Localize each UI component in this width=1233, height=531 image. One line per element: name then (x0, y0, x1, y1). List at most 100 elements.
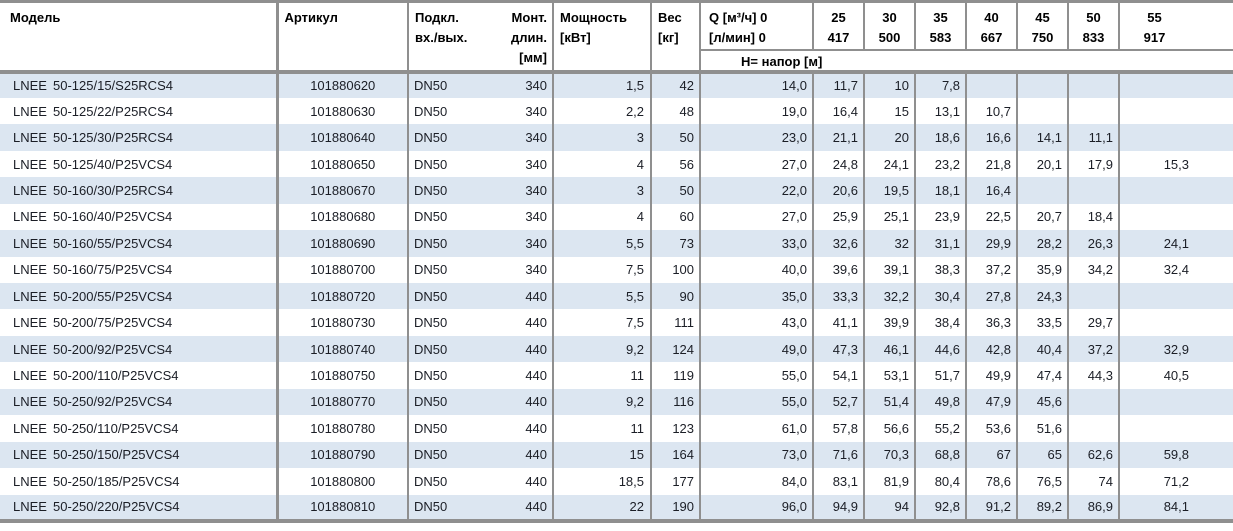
head-value-cell: 32,4 (1163, 262, 1190, 278)
table-row: LNEE 50-200/55/P25VCS4 101880720 DN50 440 5,5… (0, 283, 1233, 310)
connection-cell: DN50 (414, 262, 448, 278)
weight-cell: 42 (651, 71, 702, 98)
brand-label: LNEE (13, 473, 47, 489)
head-value-cell: 26,3 (1068, 230, 1121, 257)
head-value-cell: 23,2 (915, 150, 968, 178)
mount-length-cell: 440 (492, 335, 555, 363)
head-value-cell: 10 (864, 71, 917, 98)
brand-label: LNEE (13, 209, 47, 225)
head-value-cell (1119, 71, 1233, 98)
mount-length-cell: 340 (492, 124, 555, 151)
head-value-cell: 15 (864, 97, 917, 125)
head-value-cell: 47,3 (813, 335, 866, 363)
table-row: LNEE 50-125/15/S25RCS4 101880620 DN50 340 1,5… (0, 71, 1233, 98)
flow-column-header: 25 417 (813, 1, 866, 51)
article-cell: 101880630 (277, 97, 409, 125)
head-value-cell: 44,6 (915, 335, 968, 363)
power-cell: 22 (553, 494, 653, 521)
power-cell: 15 (553, 441, 653, 469)
model-number: 50-125/15/S25RCS4 (53, 78, 173, 94)
head-value-cell: 52,7 (813, 388, 866, 416)
head-value-cell: 45,6 (1017, 388, 1070, 416)
head-value-cell: 80,4 (915, 468, 968, 495)
flow-column-header: 35 583 (915, 1, 968, 51)
article-cell: 101880770 (277, 388, 409, 416)
model-cell: LNEE 50-250/220/P25VCS4 (0, 494, 279, 521)
head-value-cell: 96,0 (700, 494, 815, 521)
model-cell: LNEE 50-160/55/P25VCS4 (0, 230, 279, 257)
head-value-cell: 62,6 (1068, 441, 1121, 469)
connection-cell: DN50 (408, 388, 492, 416)
head-value-cell: 28,2 (1017, 230, 1070, 257)
head-value-cell: 24,1 (864, 150, 917, 178)
column-header-flow-zero: Q [м³/ч] 0 [л/мин] 0 (700, 1, 815, 51)
head-value-cell: 11,7 (813, 71, 866, 98)
head-value-cell: 22,5 (966, 203, 1019, 231)
mount-length-cell: 340 (492, 230, 555, 257)
head-value-cell: 49,8 (915, 388, 968, 416)
weight-cell: 177 (651, 468, 702, 495)
head-value-cell: 35,0 (700, 283, 815, 310)
head-value-cell: 54,1 (813, 362, 866, 389)
head-value-cell: 51,6 (1017, 415, 1070, 442)
column-header-power: Мощность [кВт] (553, 1, 653, 74)
weight-cell: 60 (651, 203, 702, 231)
mount-length-cell: 340 (492, 203, 555, 231)
model-cell: LNEE 50-125/30/P25RCS4 (0, 124, 279, 151)
model-cell: LNEE 50-200/92/P25VCS4 (0, 335, 279, 363)
mount-length-cell: 340 (492, 97, 555, 125)
head-value-cell: 37,2 (966, 256, 1019, 283)
head-value-cell: 18,6 (915, 124, 968, 151)
head-value-cell: 91,2 (966, 494, 1019, 521)
head-value-cell: 7,8 (915, 71, 968, 98)
mount-length-cell: 440 (492, 415, 555, 442)
head-value-cell: 84,1 (1119, 494, 1233, 521)
table-row: LNEE 50-250/92/P25VCS4 101880770 DN50 440 9,2… (0, 388, 1233, 416)
mount-length-cell: 340 (492, 256, 555, 283)
head-value-cell: 70,3 (864, 441, 917, 469)
mount-length-cell: 440 (492, 468, 555, 495)
head-value-cell: 86,9 (1068, 494, 1121, 521)
head-value-cell: 74 (1068, 468, 1121, 495)
article-cell: 101880800 (277, 468, 409, 495)
connection-cell: DN50 (414, 156, 448, 172)
power-cell: 2,2 (553, 97, 653, 125)
head-value-cell: 20 (864, 124, 917, 151)
head-value-cell: 40,0 (700, 256, 815, 283)
head-value-cell: 94 (864, 494, 917, 521)
head-value-cell (1017, 177, 1070, 204)
head-value-cell: 32,2 (864, 283, 917, 310)
model-number: 50-200/92/P25VCS4 (53, 341, 173, 357)
power-cell: 5,5 (553, 230, 653, 257)
head-value-cell: 38,4 (915, 309, 968, 336)
table-row: LNEE 50-125/40/P25VCS4 101880650 DN50 340 4 56… (0, 150, 1233, 178)
model-number: 50-250/150/P25VCS4 (53, 447, 180, 463)
article-cell: 101880740 (277, 335, 409, 363)
head-value-cell: 20,1 (1017, 150, 1070, 178)
weight-cell: 100 (651, 256, 702, 283)
head-subheader: Н= напор [м] (700, 49, 1233, 74)
connection-cell: DN50 (408, 494, 492, 521)
model-number: 50-160/40/P25VCS4 (53, 209, 173, 225)
article-cell: 101880690 (277, 230, 409, 257)
mount-length-cell: 440 (492, 309, 555, 336)
model-cell: LNEE 50-160/40/P25VCS4 (0, 203, 279, 231)
head-value-cell: 39,9 (864, 309, 917, 336)
weight-cell: 111 (651, 309, 702, 336)
head-value-cell: 30,4 (915, 283, 968, 310)
head-value-cell (1068, 415, 1121, 442)
connection-cell: DN50 (408, 177, 492, 204)
model-cell: LNEE 50-250/185/P25VCS4 (0, 468, 279, 495)
head-value-cell: 29,7 (1068, 309, 1121, 336)
table-row: LNEE 50-125/30/P25RCS4 101880640 DN50 340 3 50… (0, 124, 1233, 151)
article-cell: 101880640 (277, 124, 409, 151)
brand-label: LNEE (13, 262, 47, 278)
model-cell: LNEE 50-160/75/P25VCS4 (0, 256, 279, 283)
connection-cell: DN50 (408, 230, 492, 257)
model-number: 50-250/185/P25VCS4 (53, 473, 180, 489)
table-row: LNEE 50-250/150/P25VCS4 101880790 DN50 440 15… (0, 441, 1233, 469)
brand-label: LNEE (13, 499, 47, 515)
article-cell: 101880730 (277, 309, 409, 336)
article-cell: 101880720 (277, 283, 409, 310)
